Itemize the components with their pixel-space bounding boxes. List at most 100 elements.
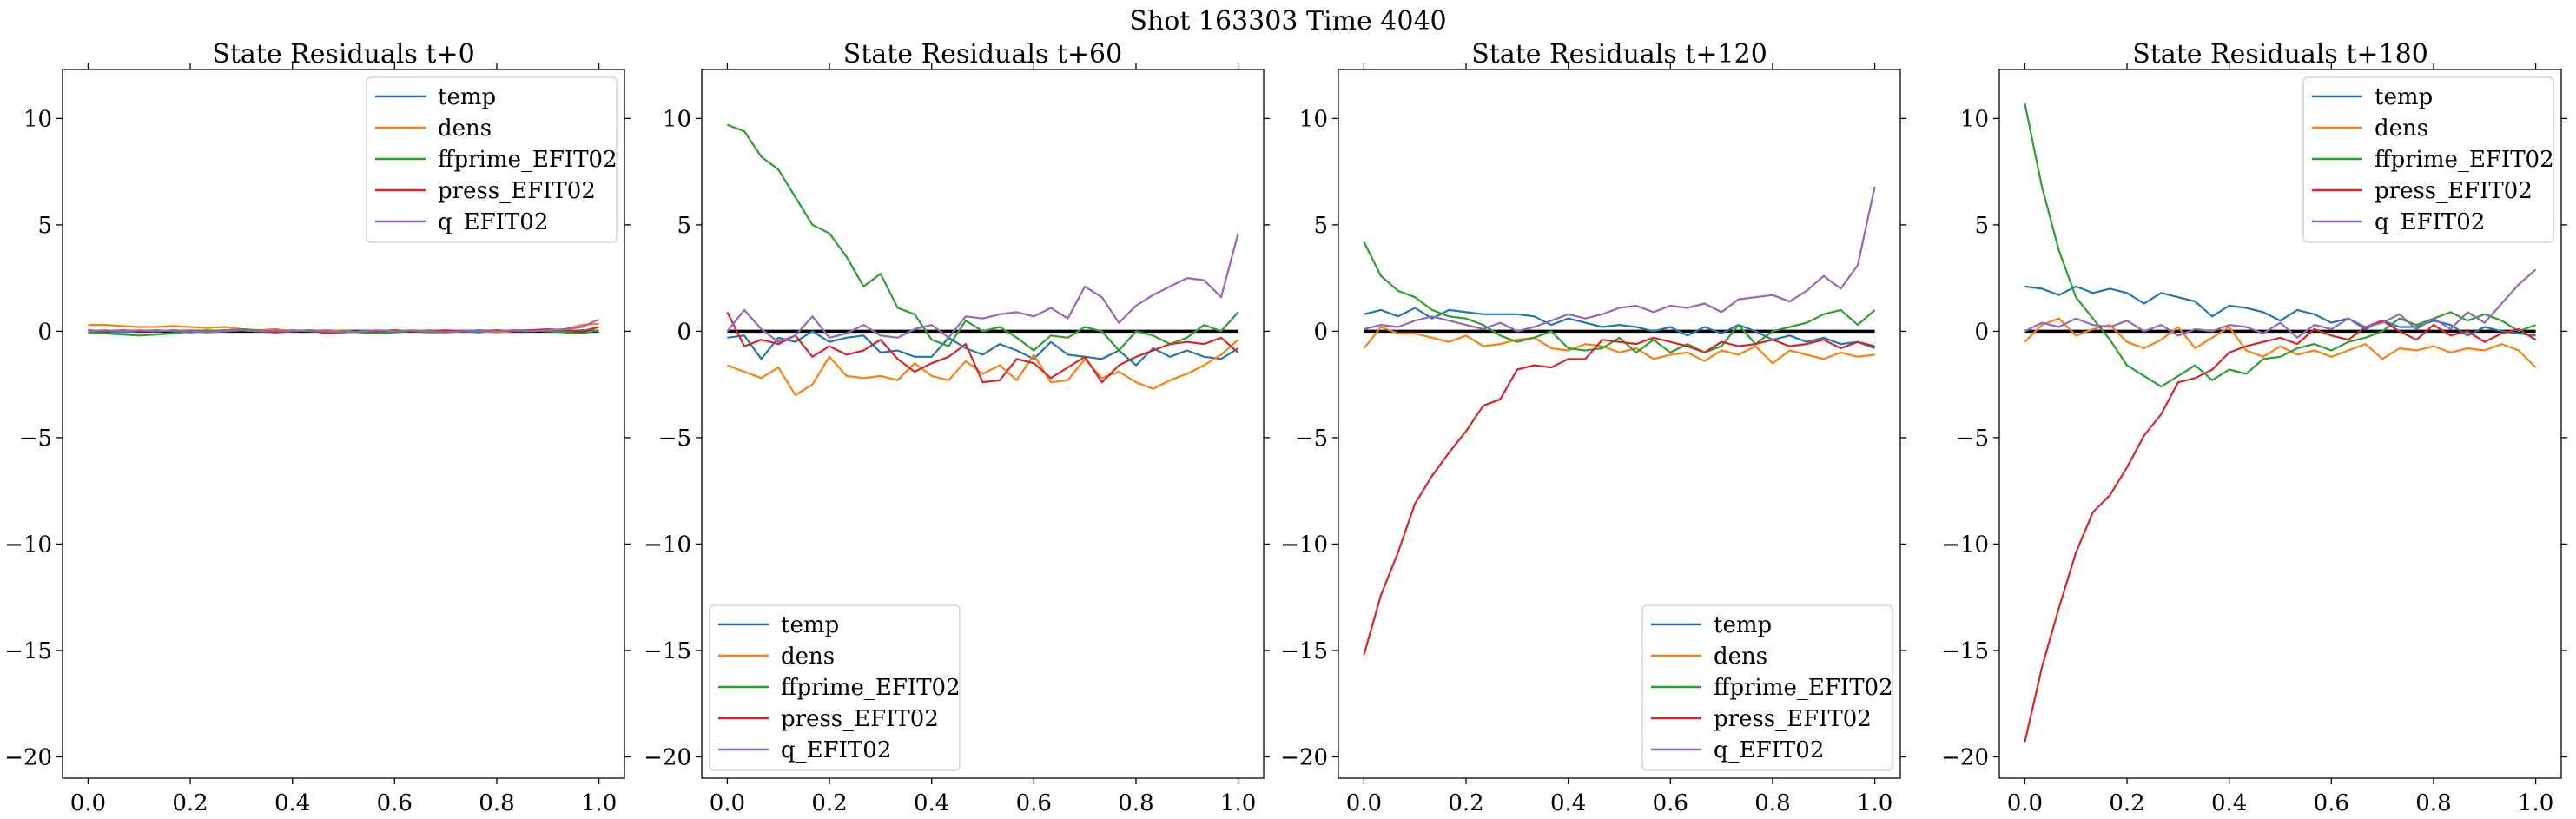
y-tick-label: −10 [1941,532,1989,558]
series-line-ffprime_EFIT02 [1363,241,1876,353]
x-tick-label: 0.4 [274,790,310,816]
series-line-dens [727,339,1239,396]
series-line-ffprime_EFIT02 [727,123,1239,352]
legend: temp dens ffprime_EFIT02 press_EFIT02 q_EFIT… [709,604,961,771]
legend-label-dens: dens [781,644,835,670]
x-tick-label: 0.8 [1754,790,1790,816]
legend-label-dens: dens [1714,644,1767,670]
legend-label-press_EFIT02: press_EFIT02 [1714,706,1872,732]
y-tick-label: 10 [23,106,52,132]
x-tick-label: 0.6 [1016,790,1052,816]
y-tick-label: 10 [1299,106,1328,132]
series-line-press_EFIT02 [1363,336,1875,656]
legend-label-temp: temp [438,84,496,110]
legend-label-dens: dens [2375,116,2428,142]
x-tick-label: 0.4 [914,790,949,816]
series-line-press_EFIT02 [726,311,1239,384]
x-tick-label: 0.0 [710,790,745,816]
x-tick-label: 0.8 [2415,790,2451,816]
x-tick-label: 0.2 [1448,790,1483,816]
series-line-ffprime_EFIT02 [2024,102,2536,388]
y-tick-label: 5 [677,213,691,239]
y-tick-label: 0 [1974,319,1989,345]
axes-frame [1998,69,2562,779]
legend-box [1641,604,1893,771]
y-tick-label: −5 [19,426,52,452]
legend-box [709,604,961,771]
legend: temp dens ffprime_EFIT02 press_EFIT02 q_EFIT… [1641,604,1893,771]
legend-label-temp: temp [1714,612,1772,638]
x-tick-label: 0.8 [479,790,514,816]
legend-label-press_EFIT02: press_EFIT02 [2375,178,2533,204]
y-tick-label: −15 [4,638,52,664]
series-line-q_EFIT02 [1364,186,1876,333]
series-line-temp [1364,307,1875,350]
axes-frame [62,69,625,779]
y-tick-label: −20 [644,744,691,770]
legend-label-dens: dens [438,116,492,142]
legend-label-temp: temp [2375,84,2433,110]
legend-label-temp: temp [781,612,839,638]
series-line-dens [1363,326,1875,365]
x-tick-label: 1.0 [1857,790,1892,816]
y-tick-label: 0 [37,319,52,345]
y-tick-label: −20 [4,744,52,770]
x-tick-label: 1.0 [1220,790,1256,816]
y-tick-label: −20 [1941,744,1989,770]
legend-label-q_EFIT02: q_EFIT02 [1714,737,1824,763]
legend-label-press_EFIT02: press_EFIT02 [781,706,939,732]
panel-title: State Residuals t+0 [212,39,474,69]
y-tick-label: 0 [1313,319,1328,345]
panel-1: State Residuals t+60 10 5 0 −5 −10 −15 −20 0.0 0.… [644,39,1270,816]
series-line-q_EFIT02 [2024,268,2537,339]
y-tick-label: −10 [1280,532,1328,558]
x-tick-label: 0.6 [1653,790,1688,816]
y-tick-label: 10 [1960,106,1989,132]
y-tick-label: 10 [663,106,691,132]
panel-2: State Residuals t+120 10 5 0 −5 −10 −15 −20 0.0 0… [1280,39,1906,816]
legend: temp dens ffprime_EFIT02 press_EFIT02 q_EFIT… [366,76,618,243]
y-tick-label: 5 [37,213,52,239]
y-tick-label: 0 [677,319,691,345]
y-tick-label: 5 [1313,213,1328,239]
x-tick-label: 0.2 [172,790,208,816]
x-tick-label: 0.4 [1550,790,1586,816]
y-tick-label: −5 [658,426,691,452]
series-line-temp [2024,285,2536,337]
legend-label-q_EFIT02: q_EFIT02 [2375,209,2485,235]
y-tick-label: −15 [1941,638,1989,664]
x-tick-label: 0.0 [1346,790,1382,816]
x-tick-label: 1.0 [581,790,617,816]
legend-label-q_EFIT02: q_EFIT02 [438,209,548,235]
y-tick-label: −5 [1295,426,1328,452]
x-tick-label: 0.0 [70,790,106,816]
y-tick-label: −15 [644,638,691,664]
legend-label-ffprime_EFIT02: ffprime_EFIT02 [1714,675,1893,701]
series-line-q_EFIT02 [88,318,600,334]
y-tick-label: −5 [1956,426,1989,452]
x-tick-label: 0.6 [2314,790,2349,816]
x-tick-label: 0.2 [811,790,847,816]
axes-frame [1338,69,1901,779]
series-line-dens [2024,317,2537,368]
panel-0: State Residuals t+0 10 5 0 −5 −10 −15 −20 0.0 0.2… [4,39,631,816]
panel-title: State Residuals t+60 [843,39,1122,69]
panel-title: State Residuals t+180 [2132,39,2428,69]
x-tick-label: 1.0 [2518,790,2553,816]
legend-box [366,76,618,243]
legend-label-press_EFIT02: press_EFIT02 [438,178,596,204]
figure-suptitle: Shot 163303 Time 4040 [1129,6,1446,36]
x-tick-label: 0.6 [377,790,413,816]
x-tick-label: 0.0 [2007,790,2043,816]
series-line-q_EFIT02 [726,233,1239,343]
legend: temp dens ffprime_EFIT02 press_EFIT02 q_EFIT… [2302,76,2554,243]
panel-title: State Residuals t+120 [1471,39,1767,69]
legend-label-ffprime_EFIT02: ffprime_EFIT02 [2375,147,2554,173]
y-tick-label: −10 [644,532,691,558]
x-tick-label: 0.8 [1118,790,1153,816]
axes-frame [701,69,1265,779]
y-tick-label: −15 [1280,638,1328,664]
panel-3: State Residuals t+180 10 5 0 −5 −10 −15 −20 0.0 0… [1941,39,2567,816]
series-line-temp [727,330,1239,367]
